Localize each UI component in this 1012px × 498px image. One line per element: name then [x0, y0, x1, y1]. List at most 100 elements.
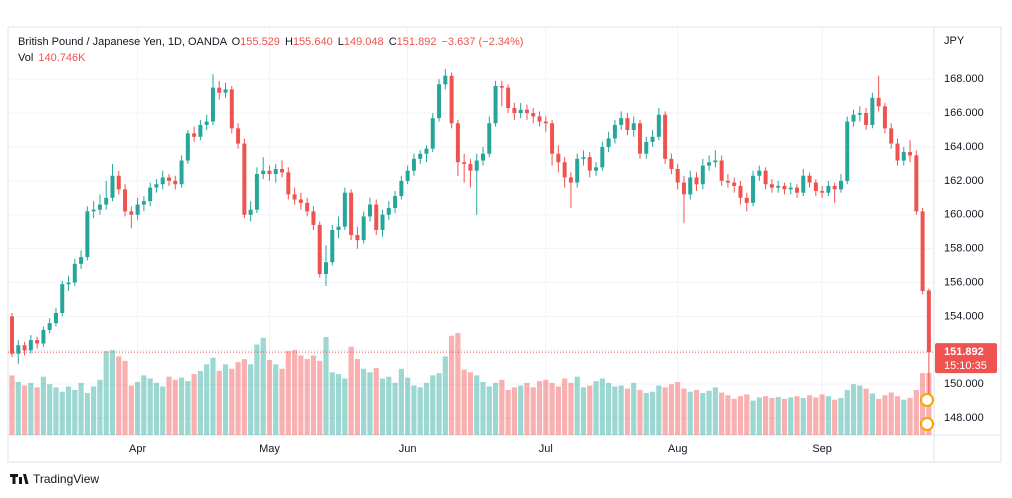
volume-bar — [204, 364, 210, 435]
candle-body — [173, 180, 178, 185]
volume-bar — [656, 385, 662, 435]
candle-body — [518, 109, 523, 114]
volume-bar — [361, 368, 367, 435]
candle-body — [568, 177, 573, 183]
symbol-title: British Pound / Japanese Yen, 1D, OANDA — [18, 36, 228, 48]
volume-bar — [467, 372, 474, 435]
candle-body — [757, 170, 762, 176]
candle-body — [60, 284, 65, 314]
candle-body — [91, 209, 96, 212]
volume-bar — [618, 385, 624, 435]
y-tick-label: 168.000 — [944, 73, 984, 85]
volume-bar — [781, 398, 788, 435]
candle-body — [474, 160, 479, 171]
volume-bar — [474, 375, 480, 435]
candle-body — [751, 175, 756, 203]
candle-body — [16, 345, 21, 354]
volume-bar — [832, 399, 838, 435]
volume-bar — [323, 336, 329, 435]
last-price-label: 151.892 — [944, 346, 984, 358]
volume-bar — [342, 378, 348, 435]
candle-body — [261, 170, 266, 175]
candle-body — [732, 182, 737, 186]
candle-body — [581, 157, 586, 159]
candle-body — [820, 191, 825, 193]
volume-bar — [838, 397, 844, 435]
volume-bar — [191, 374, 197, 435]
candle-body — [468, 163, 473, 171]
volume-bar — [587, 385, 593, 435]
volume-bar — [568, 382, 574, 435]
candle-body — [405, 170, 410, 181]
volume-bar — [329, 372, 335, 435]
volume-bar — [857, 385, 863, 435]
volume-bar — [373, 367, 379, 435]
candle-body — [129, 211, 134, 215]
volume-bar — [254, 344, 260, 435]
candle-body — [719, 160, 724, 181]
volume-value: 140.746K — [38, 52, 86, 64]
volume-bar — [354, 359, 360, 435]
volume-bar — [285, 351, 291, 435]
volume-bar — [693, 389, 700, 435]
candle-body — [35, 340, 40, 344]
volume-bar — [109, 350, 116, 435]
candle-body — [393, 196, 398, 208]
volume-bar — [103, 351, 109, 435]
candle-body — [110, 175, 115, 198]
volume-bar — [178, 377, 185, 435]
volume-bar — [637, 389, 643, 435]
volume-bar — [160, 386, 166, 435]
ohlc-key: O — [232, 36, 241, 48]
volume-bar — [907, 397, 913, 435]
candle-body — [631, 123, 636, 131]
volume-bar — [825, 396, 831, 435]
x-tick-label: Jul — [539, 443, 553, 455]
volume-bar — [480, 382, 486, 435]
volume-bar — [599, 378, 605, 435]
ohlc-key: H — [285, 36, 293, 48]
last-price-box — [935, 343, 997, 374]
candle-body — [487, 123, 492, 154]
volume-bar — [335, 374, 342, 435]
volume-bar — [612, 386, 618, 435]
candle-body — [889, 128, 894, 144]
candle-body — [707, 162, 712, 166]
volume-bar — [543, 379, 549, 435]
candle-body — [656, 114, 661, 137]
volume-bar — [643, 393, 649, 435]
volume-bar — [649, 391, 656, 435]
event-icon[interactable] — [920, 393, 934, 407]
candle-body — [104, 197, 109, 205]
y-tick-label: 148.000 — [944, 412, 984, 424]
y-tick-label: 164.000 — [944, 141, 984, 153]
candle-body — [210, 87, 215, 122]
logo: TradingView — [10, 472, 99, 486]
volume-bar — [668, 384, 674, 435]
volume-bar — [876, 398, 882, 435]
candle-body — [826, 185, 831, 193]
candle-body — [349, 192, 354, 236]
volume-bar — [737, 396, 744, 435]
volume-bar — [78, 382, 84, 435]
ohlc-value: 151.892 — [397, 36, 437, 48]
volume-bar — [405, 377, 411, 435]
volume-bar — [901, 399, 907, 435]
volume-bar — [499, 379, 505, 435]
volume-layer — [9, 333, 932, 435]
candle-body — [776, 185, 781, 188]
volume-bar — [806, 395, 813, 435]
candle-body — [481, 153, 485, 161]
candle-body — [204, 121, 209, 125]
volume-bar — [530, 387, 536, 435]
candle-body — [813, 182, 818, 192]
candle-body — [845, 121, 850, 181]
candle-body — [10, 316, 14, 354]
event-icon[interactable] — [920, 417, 934, 431]
volume-bar — [863, 388, 869, 435]
candle-body — [663, 114, 668, 159]
volume-bar — [147, 378, 153, 435]
volume-bar — [800, 397, 806, 435]
volume-bar — [788, 397, 794, 435]
candle-body — [305, 202, 310, 212]
